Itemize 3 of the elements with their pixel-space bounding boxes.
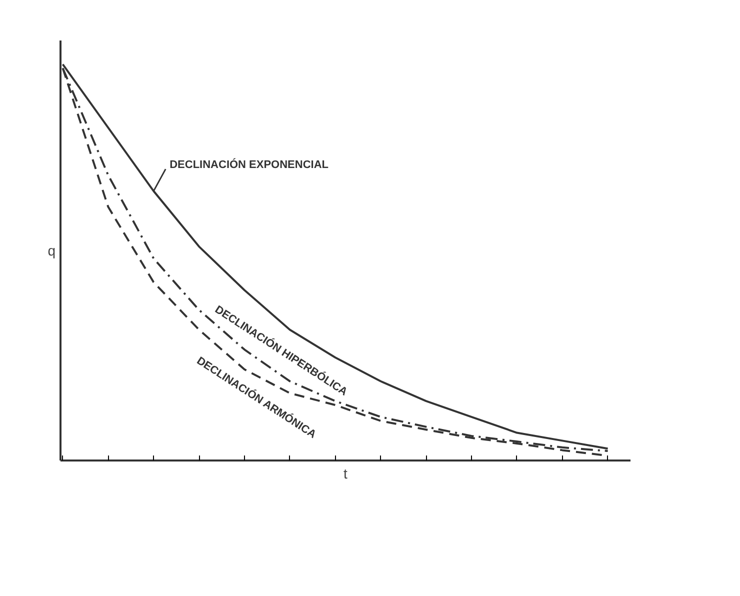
x-axis-title: t — [344, 466, 348, 482]
y-axis-title: q — [48, 242, 56, 258]
text: DECLINACIÓN EXPONENCIAL — [170, 158, 329, 172]
